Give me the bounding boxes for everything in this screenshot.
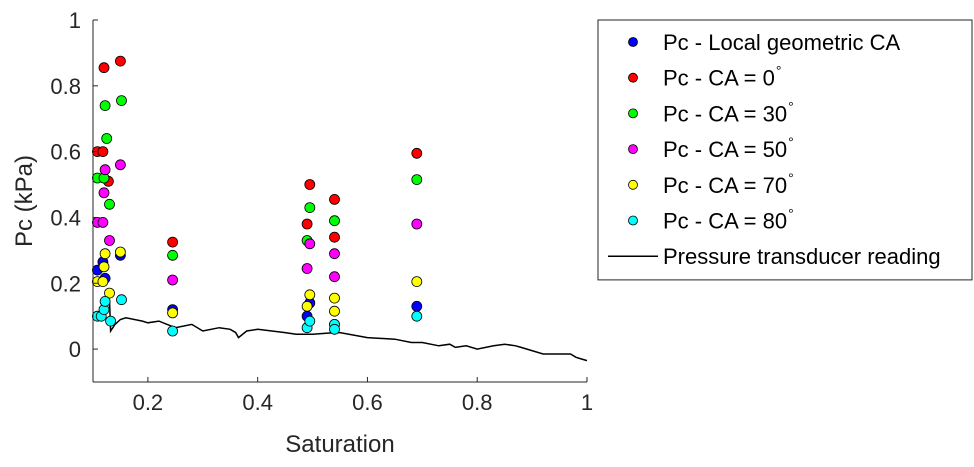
- legend-label-1: Pc - CA = 0°: [663, 63, 782, 91]
- data-point-s4-6: [167, 307, 179, 319]
- data-point-s2-5: [116, 95, 127, 106]
- data-point-s1-5: [167, 236, 179, 248]
- data-point-s4-2: [98, 261, 110, 273]
- data-point-s3-6: [167, 274, 179, 286]
- data-point-s1-8: [329, 193, 340, 205]
- data-point-s1-10: [411, 147, 423, 159]
- data-point-s5-11: [411, 310, 423, 322]
- x-tick-label-2: 0.6: [352, 390, 383, 415]
- y-tick-label-0: 0: [69, 337, 81, 362]
- legend-label-2: Pc - CA = 30°: [663, 98, 794, 126]
- x-tick-label-0: 0.2: [133, 390, 164, 415]
- y-tick-label-5: 1: [69, 8, 81, 33]
- data-point-s1-4: [115, 55, 126, 67]
- data-point-s3-4: [104, 235, 115, 246]
- data-point-s2-2: [99, 100, 111, 111]
- data-point-s3-3: [99, 164, 111, 176]
- data-point-s5-3: [99, 295, 111, 307]
- data-point-s1-9: [329, 231, 340, 243]
- data-point-s0-8: [411, 300, 423, 312]
- data-point-s3-10: [329, 271, 340, 283]
- data-point-s4-1: [97, 276, 109, 288]
- data-point-s3-7: [301, 263, 313, 274]
- legend-swatch-4: [628, 179, 638, 190]
- data-point-s4-8: [304, 289, 316, 301]
- data-point-s2-10: [411, 174, 423, 186]
- data-point-s3-5: [115, 159, 126, 171]
- data-point-s3-1: [97, 216, 109, 228]
- data-point-s2-3: [101, 133, 113, 144]
- x-axis-title: Saturation: [285, 431, 394, 458]
- legend-label-0: Pc - Local geometric CA: [663, 30, 901, 55]
- data-point-s2-6: [167, 249, 179, 261]
- y-tick-label-3: 0.6: [50, 140, 81, 165]
- legend-swatch-3: [628, 144, 638, 155]
- plot-area: [92, 55, 588, 362]
- data-point-s3-2: [98, 187, 110, 199]
- data-point-s5-5: [116, 294, 127, 306]
- x-tick-label-3: 0.8: [462, 390, 493, 415]
- data-point-s4-7: [301, 300, 313, 312]
- data-point-s5-4: [105, 315, 116, 327]
- legend-swatch-2: [628, 108, 638, 119]
- legend-label-3: Pc - CA = 50°: [663, 134, 794, 162]
- data-point-s1-7: [304, 179, 316, 190]
- legend-label-4: Pc - CA = 70°: [663, 170, 794, 198]
- data-point-s4-10: [329, 305, 340, 317]
- y-axis-title: Pc (kPa): [11, 155, 38, 247]
- data-point-s1-2: [98, 62, 110, 74]
- legend-swatch-1: [628, 72, 638, 83]
- axes: 0.2 0.4 0.6 0.8 1 0 0.2 0.4 0.6 0.8 1: [50, 8, 593, 415]
- data-point-s3-8: [304, 238, 316, 250]
- data-point-s4-9: [329, 292, 340, 304]
- legend-swatch-0: [628, 37, 638, 47]
- y-tick-label-4: 0.8: [50, 74, 81, 99]
- data-point-s2-8: [304, 202, 316, 214]
- data-point-s1-6: [301, 218, 313, 230]
- data-point-s2-4: [104, 198, 115, 210]
- data-point-s1-1: [97, 146, 109, 158]
- y-tick-label-1: 0.2: [50, 271, 81, 296]
- x-tick-label-4: 1: [581, 390, 593, 415]
- series-line-6: [108, 299, 588, 362]
- data-point-s4-11: [411, 276, 423, 288]
- data-point-s3-9: [329, 248, 340, 260]
- data-point-s4-3: [99, 248, 111, 260]
- legend: Pc - Local geometric CA Pc - CA = 0° Pc - …: [597, 19, 973, 281]
- legend-swatch-5: [628, 215, 638, 226]
- data-point-s4-5: [115, 246, 126, 258]
- x-tick-label-1: 0.4: [242, 390, 273, 415]
- data-point-s5-10: [329, 323, 340, 335]
- data-point-s5-8: [304, 315, 316, 327]
- data-point-s2-9: [329, 215, 340, 227]
- data-point-s4-4: [104, 287, 115, 299]
- legend-box: [597, 19, 973, 281]
- legend-label-6: Pressure transducer reading: [663, 244, 941, 269]
- legend-label-5: Pc - CA = 80°: [663, 206, 794, 234]
- y-tick-label-2: 0.4: [50, 205, 81, 230]
- data-point-s5-6: [167, 325, 179, 337]
- data-point-s3-11: [411, 218, 423, 230]
